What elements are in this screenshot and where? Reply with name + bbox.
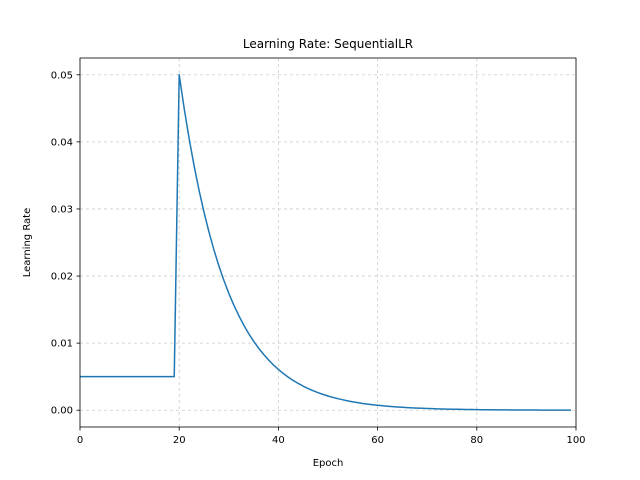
x-tick-label: 0 xyxy=(77,435,83,446)
y-axis-label: Learning Rate xyxy=(22,208,33,278)
y-tick-label: 0.04 xyxy=(51,137,73,148)
y-tick-label: 0.03 xyxy=(51,204,73,215)
grid-lines xyxy=(79,58,577,427)
lr-series-line xyxy=(80,74,572,411)
x-axis-label: Epoch xyxy=(313,458,344,469)
chart-title: Learning Rate: SequentialLR xyxy=(243,37,413,51)
x-tick-label: 80 xyxy=(470,435,483,446)
y-tick-label: 0.00 xyxy=(51,406,73,417)
plot-data xyxy=(80,74,572,411)
x-tick-label: 20 xyxy=(173,435,186,446)
y-tick-label: 0.01 xyxy=(51,339,73,350)
y-tick-label: 0.05 xyxy=(51,70,73,81)
x-tick-label: 40 xyxy=(272,435,285,446)
x-tick-label: 100 xyxy=(566,435,585,446)
x-tick-label: 60 xyxy=(371,435,384,446)
plot-frame xyxy=(79,57,577,428)
axis-ticks: 0 20 40 60 80 100 0.00 0.01 0.02 0.03 0.04 0.05 xyxy=(51,70,586,446)
y-tick-label: 0.02 xyxy=(51,272,73,283)
